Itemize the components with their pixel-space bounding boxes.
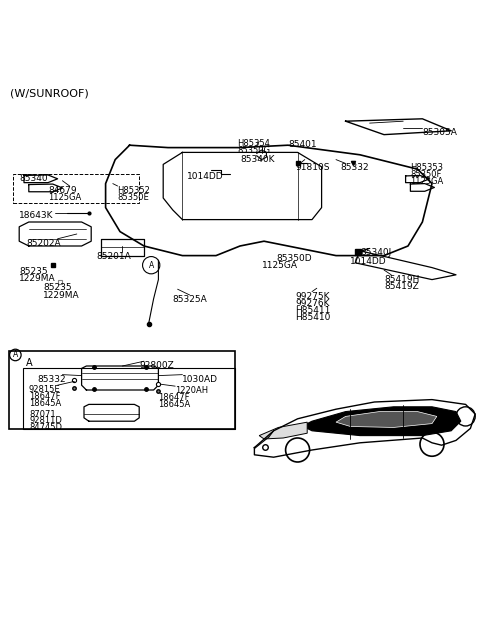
Text: 99275K: 99275K (295, 291, 330, 301)
Text: 1125GA: 1125GA (410, 177, 444, 186)
Text: 18645A: 18645A (29, 399, 61, 408)
Text: 85350G: 85350G (238, 146, 271, 155)
Text: A: A (149, 261, 154, 270)
Text: 18643K: 18643K (19, 211, 54, 220)
Text: H85410: H85410 (295, 313, 331, 322)
Text: 1014DD: 1014DD (187, 172, 224, 181)
Text: 92811D: 92811D (30, 417, 62, 425)
Text: 18645A: 18645A (158, 399, 191, 408)
Text: 85235: 85235 (19, 266, 48, 275)
Text: 85305A: 85305A (422, 128, 457, 137)
Text: 1229MA: 1229MA (43, 291, 80, 300)
Text: 84679: 84679 (48, 186, 77, 195)
Text: 1014DD: 1014DD (350, 256, 387, 266)
Text: 85332: 85332 (37, 375, 66, 384)
Text: 85340K: 85340K (240, 155, 275, 164)
Text: H85353: H85353 (410, 163, 444, 172)
Text: 85202A: 85202A (26, 238, 61, 248)
Polygon shape (302, 407, 461, 436)
Text: 85350F: 85350F (410, 170, 442, 179)
Text: 18647F: 18647F (158, 393, 190, 402)
Text: A: A (13, 350, 18, 359)
Text: 1220AH: 1220AH (175, 386, 208, 395)
Text: 85350E: 85350E (118, 193, 149, 202)
Text: 92800Z: 92800Z (139, 361, 174, 370)
Text: 18647F: 18647F (29, 392, 60, 401)
Text: 1229MA: 1229MA (19, 274, 56, 283)
Text: 85235: 85235 (43, 284, 72, 293)
Text: 85340J: 85340J (360, 249, 391, 258)
Text: H85352: H85352 (118, 186, 150, 195)
Text: (W/SUNROOF): (W/SUNROOF) (10, 88, 88, 99)
Text: 99276K: 99276K (295, 299, 330, 308)
Text: 85325A: 85325A (173, 295, 207, 304)
Polygon shape (336, 411, 437, 427)
Text: 1125GA: 1125GA (48, 193, 81, 202)
Text: 85401: 85401 (288, 141, 317, 149)
Text: 85419Z: 85419Z (384, 282, 419, 291)
Text: H85411: H85411 (295, 306, 331, 315)
Text: H85354: H85354 (238, 139, 270, 148)
Text: 84745D: 84745D (30, 423, 63, 432)
Text: 1030AD: 1030AD (182, 375, 218, 384)
Text: 85350D: 85350D (276, 254, 312, 263)
Text: 85201A: 85201A (96, 252, 131, 261)
Text: 87071: 87071 (30, 410, 56, 419)
Text: 85340: 85340 (19, 174, 48, 183)
Text: 85419H: 85419H (384, 275, 420, 284)
Text: 1125GA: 1125GA (262, 261, 298, 270)
Polygon shape (259, 422, 307, 439)
Text: 91810S: 91810S (295, 163, 330, 172)
Text: A: A (26, 358, 33, 368)
Text: 85332: 85332 (341, 163, 370, 172)
Text: 92815E: 92815E (29, 385, 60, 394)
